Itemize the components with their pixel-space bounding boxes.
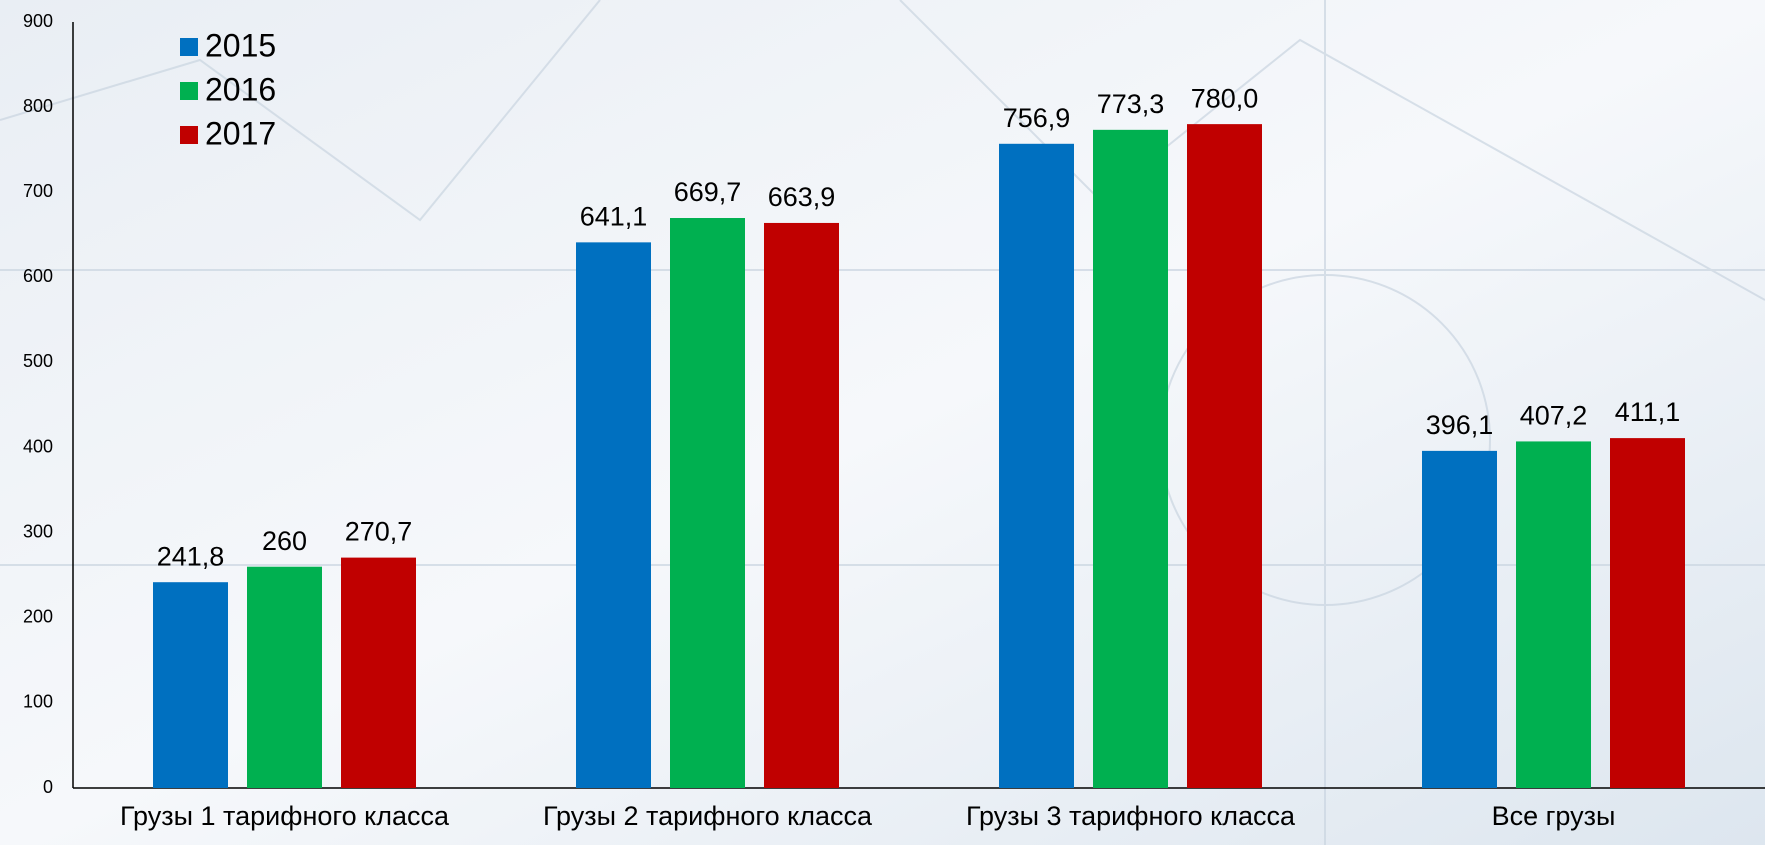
bar <box>1422 451 1497 788</box>
y-tick-label: 700 <box>23 181 53 201</box>
y-tick-label: 0 <box>43 777 53 797</box>
value-label: 411,1 <box>1615 397 1681 427</box>
value-label: 663,9 <box>768 182 836 212</box>
chart: 0 100 200 300 400 500 600 700 800 900 Грузы 1 тари… <box>0 0 1765 845</box>
legend-swatch <box>180 126 198 144</box>
legend-label: 2015 <box>205 27 276 63</box>
bar <box>576 242 651 788</box>
y-tick-label: 100 <box>23 692 53 712</box>
bar <box>341 558 416 788</box>
page: 0 100 200 300 400 500 600 700 800 900 Грузы 1 тари… <box>0 0 1765 845</box>
bar <box>999 144 1074 788</box>
y-tick-label: 300 <box>23 521 53 541</box>
bar <box>1093 130 1168 788</box>
y-tick-label: 400 <box>23 436 53 456</box>
legend-label: 2016 <box>205 71 276 107</box>
y-tick-label: 500 <box>23 351 53 371</box>
value-label: 407,2 <box>1520 401 1588 431</box>
y-tick-label: 800 <box>23 96 53 116</box>
value-label: 396,1 <box>1426 410 1494 440</box>
y-tick-label: 900 <box>23 11 53 31</box>
legend-label: 2017 <box>205 115 276 151</box>
bar <box>1187 124 1262 788</box>
x-tick-label: Все грузы <box>1492 801 1616 831</box>
value-label: 241,8 <box>157 541 225 571</box>
bar <box>670 218 745 788</box>
value-label: 669,7 <box>674 177 742 207</box>
x-tick-label: Грузы 1 тарифного класса <box>120 801 450 831</box>
bar <box>247 567 322 788</box>
value-label: 756,9 <box>1003 103 1071 133</box>
bar <box>1610 438 1685 788</box>
bar <box>1516 441 1591 788</box>
y-tick-label: 200 <box>23 607 53 627</box>
value-label: 270,7 <box>345 517 413 547</box>
bar <box>153 582 228 788</box>
value-label: 780,0 <box>1191 83 1259 113</box>
value-label: 260 <box>262 526 307 556</box>
legend-swatch <box>180 38 198 56</box>
y-tick-label: 600 <box>23 266 53 286</box>
value-label: 641,1 <box>580 201 648 231</box>
x-tick-label: Грузы 2 тарифного класса <box>543 801 873 831</box>
legend-swatch <box>180 82 198 100</box>
x-tick-label: Грузы 3 тарифного класса <box>966 801 1296 831</box>
value-label: 773,3 <box>1097 89 1165 119</box>
bar <box>764 223 839 788</box>
